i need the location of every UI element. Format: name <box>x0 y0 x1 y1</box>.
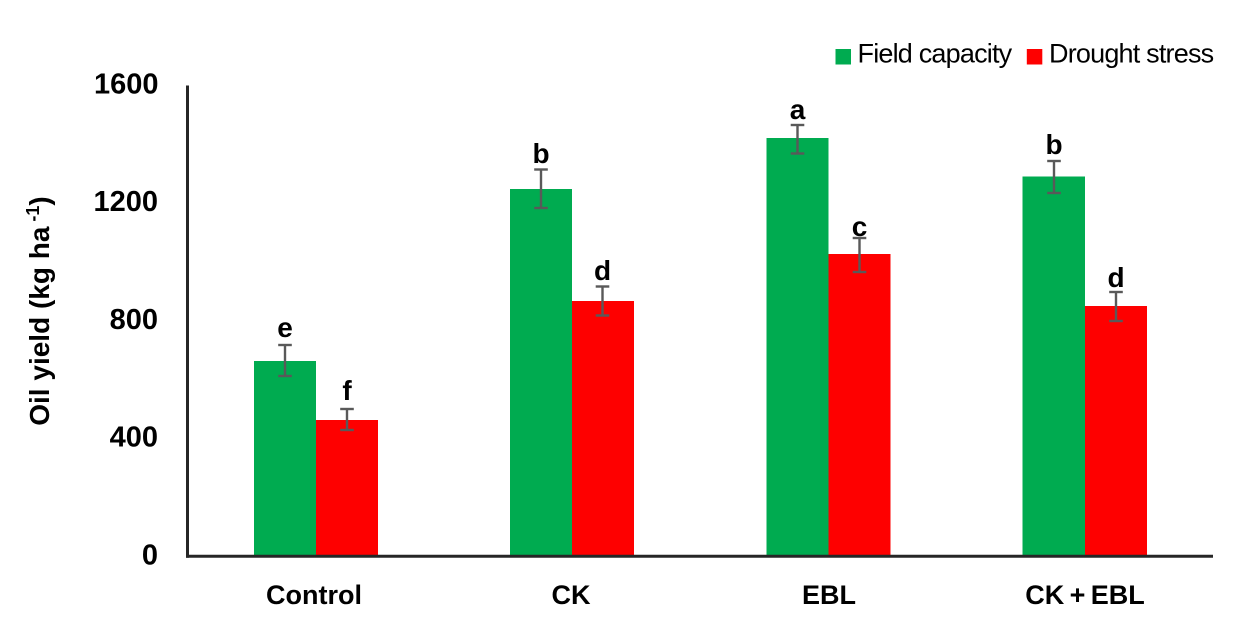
svg-text:CK: CK <box>552 580 591 610</box>
svg-text:Control: Control <box>266 580 362 610</box>
svg-text:400: 400 <box>110 422 158 454</box>
svg-text:EBL: EBL <box>802 580 856 610</box>
svg-text:800: 800 <box>110 304 158 336</box>
svg-text:Field capacity: Field capacity <box>858 39 1013 69</box>
svg-text:CK + EBL: CK + EBL <box>1025 580 1145 610</box>
svg-text:Oil yield (kg ha -1): Oil yield (kg ha -1) <box>23 196 55 426</box>
svg-text:a: a <box>790 94 806 125</box>
svg-text:d: d <box>1107 262 1124 293</box>
svg-text:b: b <box>1045 129 1062 160</box>
svg-text:c: c <box>852 211 868 242</box>
svg-text:e: e <box>277 312 293 343</box>
svg-text:1600: 1600 <box>94 69 159 101</box>
svg-text:Drought stress: Drought stress <box>1049 39 1214 69</box>
svg-text:0: 0 <box>142 539 158 571</box>
svg-text:1200: 1200 <box>93 186 158 218</box>
svg-text:f: f <box>342 375 352 406</box>
svg-text:b: b <box>532 138 549 169</box>
svg-text:d: d <box>594 255 611 286</box>
